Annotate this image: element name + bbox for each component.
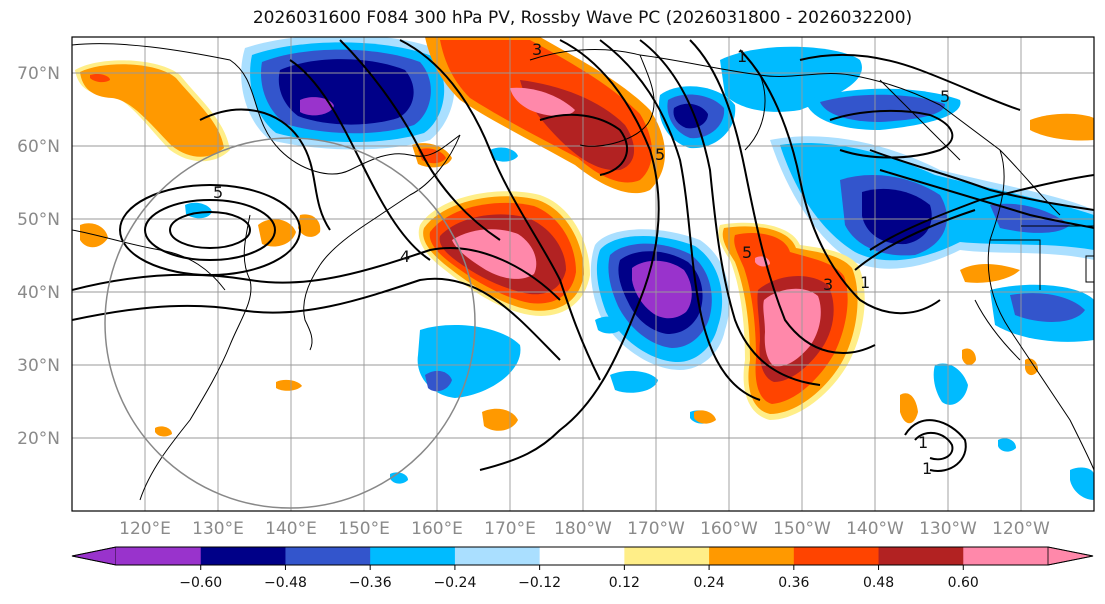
negative-pv-anomalies [185,37,1094,500]
anomaly-blob-central-pacific-5 [632,260,692,319]
longitude-labels: 120°E 130°E 140°E 150°E 160°E 170°E 180°… [119,519,1050,539]
latitude-labels: 70°N 60°N 50°N 40°N 30°N 20°N [17,64,60,449]
anomaly-warm-small-7 [276,379,302,391]
anomaly-blob-okhotsk-5 [300,97,334,116]
lon-label-170w: 170°W [627,519,685,539]
colorbar-tick-label: 0.36 [778,575,809,591]
colorbar-segment [285,547,371,565]
anomaly-warm-small-3 [962,348,976,366]
lon-label-170e: 170°E [484,519,536,539]
anomaly-blob-small-2 [595,316,624,334]
anomaly-warm-small-1 [1030,113,1094,141]
colorbar-tick-label: −0.24 [433,575,476,591]
contour-label-10: 5 [655,145,665,164]
chart-title: 2026031600 F084 300 hPa PV, Rossby Wave … [252,8,913,28]
lat-label-20n: 20°N [17,429,60,449]
contour-label-11: 1 [922,459,932,478]
colorbar-extend-high [1047,546,1094,566]
colorbar-extend-low [71,546,117,566]
colorbar-tick-label: −0.60 [179,575,222,591]
anomaly-warm-japan [258,219,296,247]
anomaly-blob-small-8 [1010,293,1085,322]
anomaly-blob-bering-3 [673,103,708,129]
anomaly-warm-siberia-2 [80,64,224,157]
contour-label-9: 1 [918,433,928,452]
lon-label-140w: 140°W [846,519,904,539]
anomaly-warm-small-2 [960,264,1020,283]
colorbar-tick-label: −0.12 [518,575,561,591]
anomaly-blob-small-10 [1070,467,1094,500]
colorbar-tick-label: −0.48 [264,575,307,591]
anomaly-warm-small-9 [694,410,716,424]
lon-label-130w: 130°W [919,519,977,539]
lon-label-120w: 120°W [992,519,1050,539]
contour-label-6: 5 [742,243,752,262]
anomaly-blob-small-5 [490,147,518,162]
anomaly-blob-small-4 [425,370,452,392]
anomaly-warm-bering-ridge-4 [510,87,575,116]
contour-label-group: 3 1 5 5 4 5 3 1 1 5 1 [213,40,950,478]
contour-label-2: 1 [737,47,747,66]
anomaly-warm-small-6 [482,408,518,431]
colorbar-tick-label: 0.60 [948,575,979,591]
anomaly-warm-small-4 [1025,358,1038,376]
lat-label-30n: 30°N [17,356,60,376]
anomaly-blob-gulf-alaska-4 [862,188,932,245]
colorbar-segment [878,547,964,565]
contour-label-3: 5 [940,87,950,106]
anomaly-warm-small-8 [155,426,172,437]
contour-label-1: 3 [532,40,542,59]
lon-label-120e: 120°E [119,519,171,539]
anomaly-blob-okhotsk-4 [278,59,414,125]
colorbar-segment [370,547,456,565]
pc-contours [72,39,1094,472]
colorbar-segment [624,547,710,565]
colorbar-segment [963,547,1049,565]
contour-label-5: 4 [400,247,410,266]
contour-label-7: 3 [823,275,833,294]
contour-label-8: 1 [860,273,870,292]
map-frame [71,36,1095,512]
contour-label-4: 5 [213,183,223,202]
lon-label-150w: 150°W [773,519,831,539]
anomaly-blob-small-1 [610,370,658,393]
anomaly-warm-siberia-3 [90,73,110,83]
colorbar: −0.60 −0.48 −0.36 −0.24 −0.12 0.12 0.24 0.36 0.4… [71,546,1094,591]
colorbar-segment [200,547,286,565]
lat-label-70n: 70°N [17,64,60,84]
anomaly-blob-small-9 [933,363,968,405]
anomaly-blob-small-11 [998,438,1016,452]
lat-label-50n: 50°N [17,210,60,230]
colorbar-tick-label: 0.24 [694,575,725,591]
colorbar-tick-label: −0.36 [349,575,392,591]
lon-label-160e: 160°E [411,519,463,539]
lon-label-130e: 130°E [192,519,244,539]
colorbar-segment [454,547,541,565]
anomaly-warm-japan-2 [298,214,321,237]
lon-label-160w: 160°W [700,519,758,539]
colorbar-segment [793,547,880,565]
lat-label-40n: 40°N [17,283,60,303]
colorbar-segment [539,547,625,565]
colorbar-outline [71,546,1094,566]
colorbar-segment [709,547,795,565]
colorbar-tick-label: 0.48 [863,575,894,591]
anomaly-warm-small-5 [900,393,918,424]
map-content [72,37,1094,511]
colorbar-segment [116,547,202,565]
lon-label-140e: 140°E [265,519,317,539]
lon-label-150e: 150°E [338,519,390,539]
reference-circle [104,137,476,509]
lat-label-60n: 60°N [17,137,60,157]
colorbar-tick-label: 0.12 [609,575,640,591]
lon-label-180w: 180°W [554,519,612,539]
